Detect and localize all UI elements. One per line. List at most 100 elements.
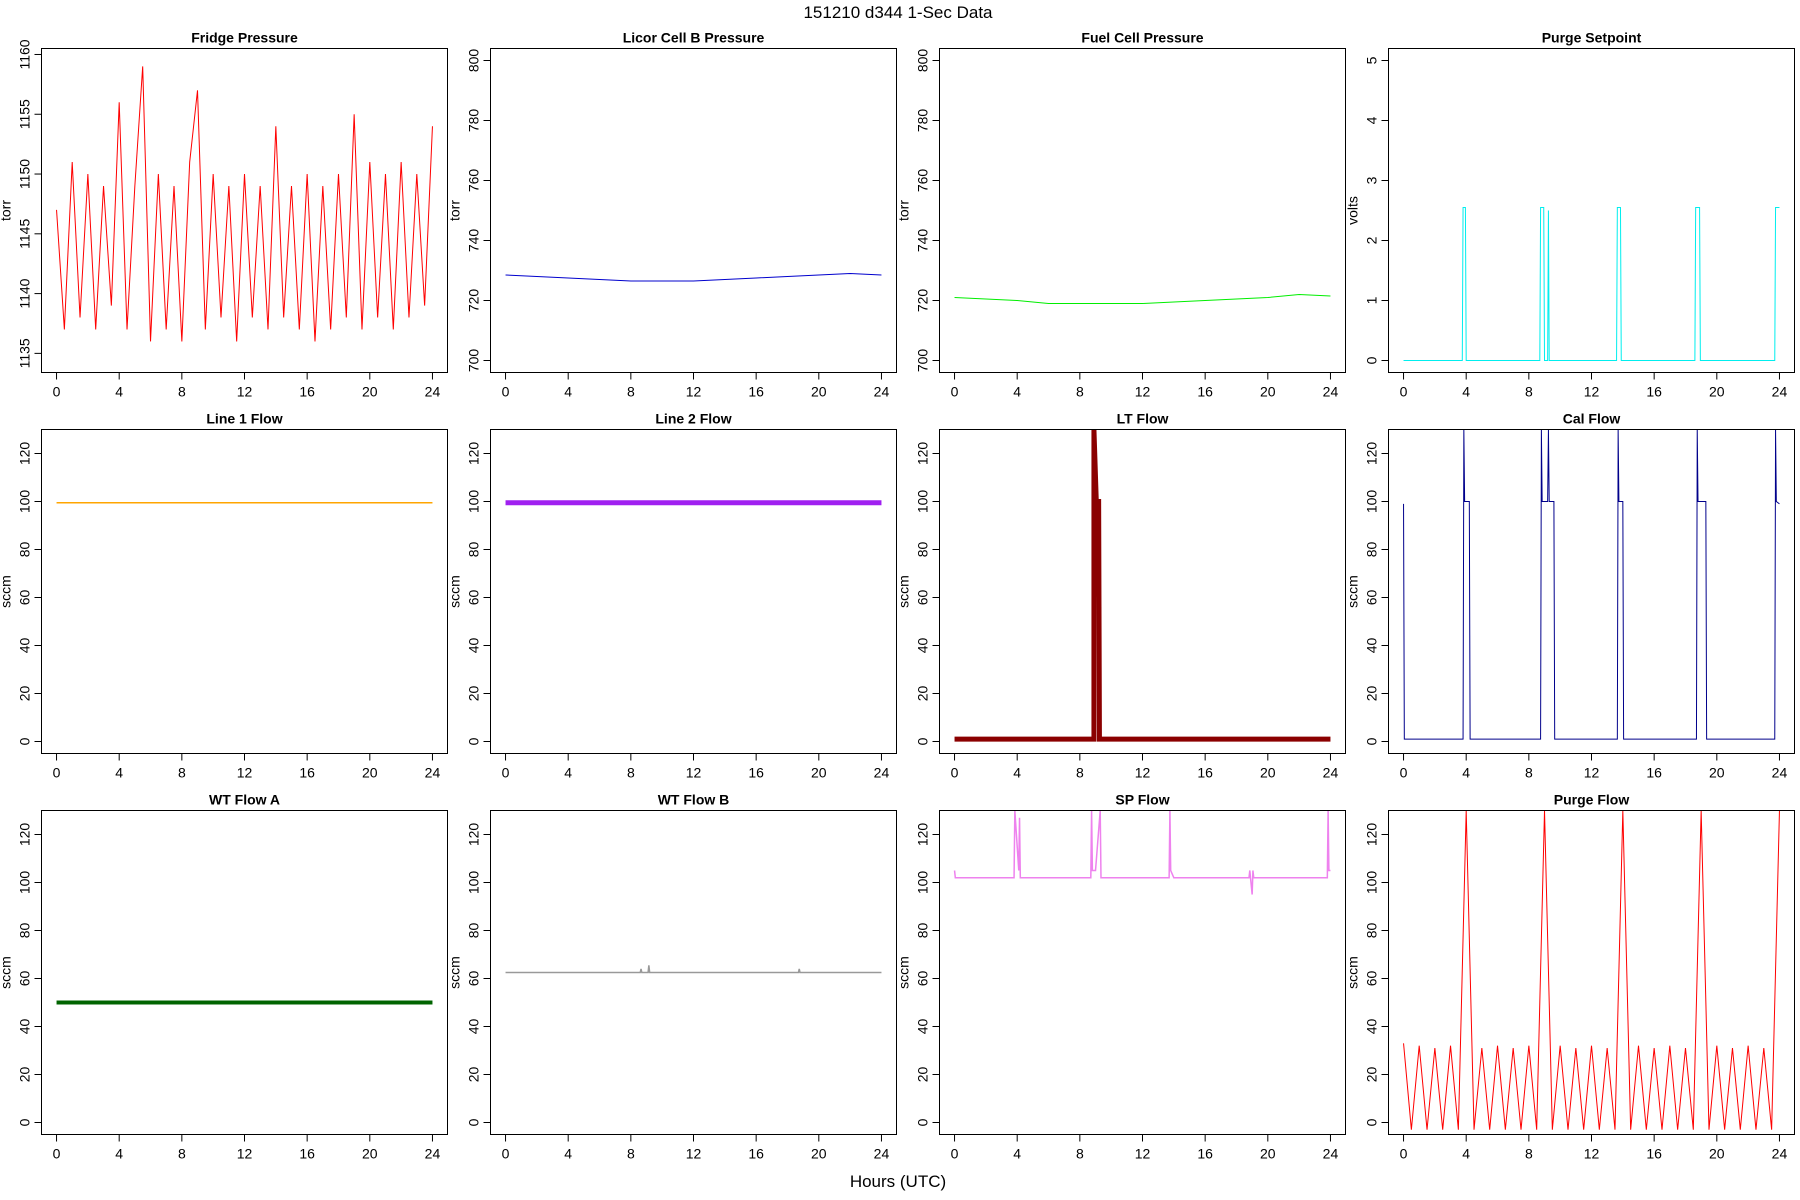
x-tick-label: 24 [1323,765,1339,781]
x-tick-label: 4 [115,1146,123,1162]
y-tick-label: 100 [1364,490,1380,514]
plot-area [1403,810,1780,1130]
x-tick-label: 16 [1197,765,1213,781]
y-tick-label: 3 [1364,176,1380,184]
y-tick-label: 1140 [17,278,33,308]
x-tick-label: 0 [1400,384,1408,400]
x-tick-label: 0 [1400,765,1408,781]
x-tick-label: 0 [53,1146,61,1162]
data-line [505,272,882,282]
y-tick-label: 760 [915,169,931,193]
y-tick-label: 40 [17,638,33,654]
x-tick-label: 20 [362,1146,378,1162]
panel-title: Purge Setpoint [1542,30,1642,46]
x-tick-label: 4 [564,384,572,400]
plot-area [505,965,882,974]
y-tick-label: 20 [466,686,482,702]
data-line [1403,429,1780,740]
y-tick-label: 40 [466,638,482,654]
plot-area [953,810,1331,895]
y-axis-title: torr [447,200,463,221]
y-tick-label: 120 [17,823,33,847]
x-tick-label: 0 [951,384,959,400]
x-tick-label: 8 [1525,765,1533,781]
plot-frame [490,48,897,373]
y-tick-label: 0 [17,1118,33,1126]
x-tick-label: 24 [425,765,441,781]
x-tick-label: 8 [1076,1146,1084,1162]
y-tick-label: 60 [466,590,482,606]
x-tick-label: 24 [425,384,441,400]
panel-title: SP Flow [1115,792,1169,808]
x-tick-label: 4 [1462,1146,1470,1162]
x-tick-label: 8 [627,384,635,400]
y-tick-label: 0 [466,737,482,745]
x-tick-label: 24 [1772,384,1788,400]
x-tick-label: 20 [1260,1146,1276,1162]
panel-title: Line 1 Flow [206,411,282,427]
y-tick-label: 20 [17,686,33,702]
x-tick-label: 4 [1013,384,1021,400]
plot-frame [1388,810,1795,1135]
y-tick-label: 1135 [17,338,33,368]
y-tick-label: 740 [466,229,482,253]
plot-area [1403,429,1780,740]
x-tick-label: 24 [1772,765,1788,781]
y-tick-label: 100 [466,871,482,895]
x-tick-label: 4 [1462,765,1470,781]
x-tick-label: 20 [811,765,827,781]
page-title: 151210 d344 1-Sec Data [803,3,993,22]
y-tick-label: 80 [466,542,482,558]
x-tick-label: 8 [178,765,186,781]
y-tick-label: 100 [17,871,33,895]
y-tick-label: 20 [466,1067,482,1083]
plot-area [56,66,433,342]
x-tick-label: 20 [811,1146,827,1162]
y-tick-label: 40 [915,638,931,654]
x-tick-label: 12 [1584,1146,1600,1162]
y-tick-label: 800 [466,49,482,73]
y-tick-label: 80 [17,923,33,939]
plot-frame [41,429,448,754]
data-line [954,429,1331,742]
y-tick-label: 100 [17,490,33,514]
y-tick-label: 100 [915,490,931,514]
plot-frame [939,429,1346,754]
y-tick-label: 720 [466,289,482,313]
y-axis-title: sccm [1345,956,1361,989]
panel-title: LT Flow [1117,411,1169,427]
plot-area [1403,207,1780,361]
y-tick-label: 0 [915,1118,931,1126]
y-tick-label: 60 [17,971,33,987]
y-tick-label: 80 [1364,923,1380,939]
data-line [953,810,1331,895]
y-tick-label: 100 [466,490,482,514]
y-tick-label: 100 [915,871,931,895]
x-tick-label: 4 [1013,765,1021,781]
x-tick-label: 8 [1525,384,1533,400]
x-tick-label: 0 [502,1146,510,1162]
x-tick-label: 24 [1772,1146,1788,1162]
x-tick-label: 8 [1076,384,1084,400]
x-tick-label: 4 [1462,384,1470,400]
y-tick-label: 1155 [17,99,33,129]
y-tick-label: 120 [466,442,482,466]
x-tick-label: 20 [811,384,827,400]
x-tick-label: 16 [1197,1146,1213,1162]
x-tick-label: 4 [115,384,123,400]
y-tick-label: 20 [17,1067,33,1083]
y-tick-label: 1 [1364,296,1380,304]
x-tick-label: 12 [686,384,702,400]
y-tick-label: 40 [466,1019,482,1035]
y-tick-label: 120 [17,442,33,466]
y-tick-label: 0 [1364,1118,1380,1126]
y-tick-label: 0 [1364,356,1380,364]
y-tick-label: 60 [17,590,33,606]
y-tick-label: 740 [915,229,931,253]
y-tick-label: 0 [17,737,33,745]
y-axis-title: volts [1345,196,1361,225]
x-tick-label: 16 [1646,384,1662,400]
plot-frame [1388,48,1795,373]
x-tick-label: 20 [1709,765,1725,781]
plot-frame [939,48,1346,373]
